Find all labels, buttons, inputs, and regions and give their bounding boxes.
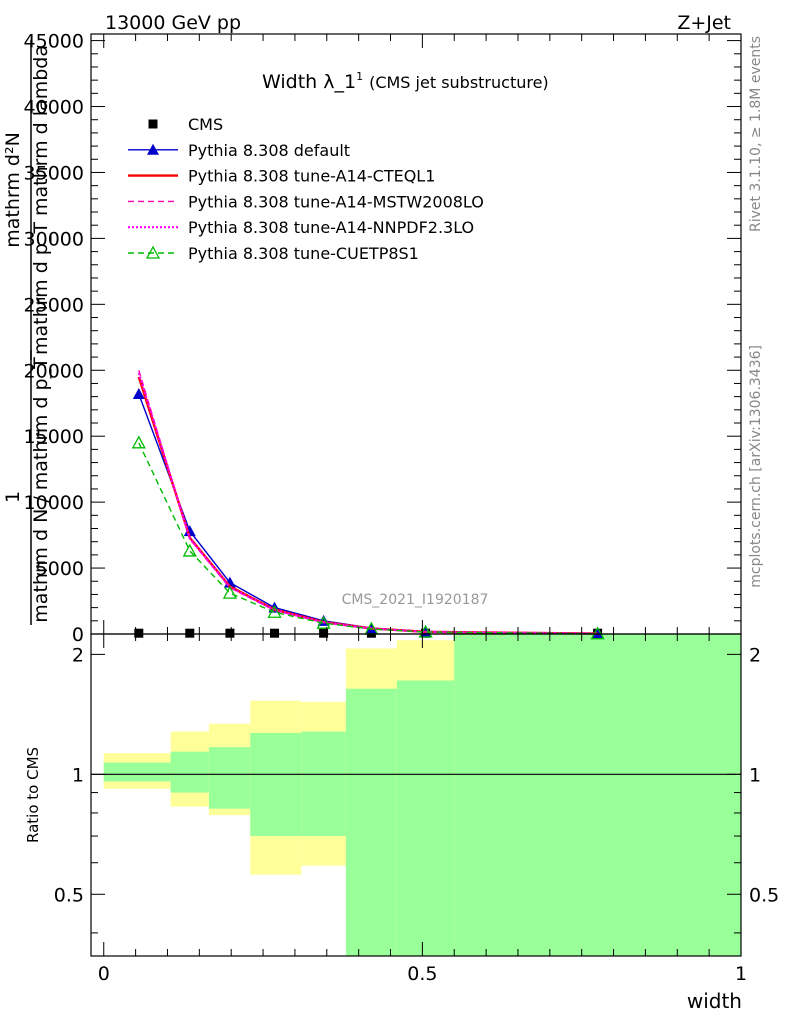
x-tick-label: 0.5 (407, 963, 437, 985)
data-point-cuetp (131, 435, 146, 449)
data-point-default (183, 525, 196, 537)
legend-label-default: Pythia 8.308 default (188, 141, 350, 160)
side-text-mcplots: mcplots.cern.ch [arXiv:1306.3436] (748, 345, 764, 588)
watermark: CMS_2021_I1920187 (342, 592, 489, 608)
y-tick-label: 35000 (24, 162, 84, 184)
ratio-tick-label-right: 1 (749, 764, 761, 786)
header-right: Z+Jet (677, 12, 731, 34)
axis-ticks: 0 0.5 1 0 5000 10000 15000 20000 25000 30000 35000… (24, 31, 780, 985)
y-tick-label: 0 (72, 624, 84, 646)
y-tick-label: 20000 (24, 360, 84, 382)
plot-title-sub: (CMS jet substructure) (369, 73, 549, 92)
data-point-cms (270, 628, 280, 638)
series-line-cuetp (138, 442, 598, 635)
ratio-band-inner (301, 731, 346, 837)
y-tick-label: 15000 (24, 426, 84, 448)
ratio-tick-label-right: 0.5 (749, 884, 779, 906)
data-point-cuetp (182, 543, 197, 557)
data-point-cms (366, 628, 376, 638)
data-point-default (591, 627, 604, 639)
ratio-band-inner (250, 732, 302, 837)
y-axis-label-one: 1 (2, 491, 24, 503)
data-point-cms (225, 628, 235, 638)
ratio-band-inner (103, 762, 171, 782)
legend-marker-cms (148, 119, 158, 129)
header-left: 13000 GeV pp (105, 12, 241, 34)
data-point-cms (134, 628, 144, 638)
data-point-cuetp (222, 585, 238, 599)
ratio-band-inner (170, 751, 209, 793)
y-axis-label: mathrm d²N mathrm d p_T mathrm d lambda … (2, 40, 52, 625)
ratio-tick-label-left: 2 (72, 644, 84, 666)
ratio-band-inner (208, 747, 251, 809)
series-line-mstw (138, 370, 598, 635)
y-tick-label: 5000 (36, 558, 84, 580)
y-tick-label: 40000 (24, 97, 84, 119)
legend-label-cuetp: Pythia 8.308 tune-CUETP8S1 (188, 244, 419, 263)
ratio-band-inner (396, 680, 455, 956)
ratio-tick-label-right: 2 (749, 644, 761, 666)
legend: CMS Pythia 8.308 default Pythia 8.308 tune… (128, 115, 484, 263)
y-tick-label: 45000 (24, 31, 84, 53)
plot-title-superscript: 1 (356, 70, 363, 83)
main-series (131, 370, 605, 640)
ratio-tick-label-left: 1 (72, 764, 84, 786)
legend-label-cms: CMS (188, 115, 223, 134)
y-axis-label-top: mathrm d²N (2, 132, 24, 248)
legend-marker-default (147, 143, 159, 155)
y-tick-label: 30000 (24, 228, 84, 250)
data-point-cuetp (267, 604, 282, 618)
plot-title: Width λ_11 (CMS jet substructure) (262, 70, 549, 93)
data-point-cms (319, 628, 329, 638)
y-tick-label: 10000 (24, 492, 84, 514)
ratio-bands (91, 634, 741, 956)
ratio-label: Ratio to CMS (24, 747, 42, 843)
y-tick-label: 25000 (24, 294, 84, 316)
ratio-band-inner (345, 688, 397, 956)
data-point-cuetp (590, 626, 605, 640)
plot-title-main: Width λ_1 (262, 71, 356, 93)
data-point-cms (185, 628, 195, 638)
legend-label-cteql1: Pythia 8.308 tune-A14-CTEQL1 (188, 167, 435, 186)
x-axis-label: width (687, 989, 742, 1013)
ratio-band-inner (454, 634, 741, 956)
data-point-cuetp (316, 615, 331, 629)
x-tick-label: 1 (735, 963, 747, 985)
y-axis-label-bottom: mathrm d N / mathrm d p_T (30, 357, 52, 623)
x-tick-label: 0 (98, 963, 110, 985)
legend-label-nnpdf: Pythia 8.308 tune-A14-NNPDF2.3LO (188, 218, 474, 237)
ratio-plot-frame (90, 633, 742, 957)
legend-label-mstw: Pythia 8.308 tune-A14-MSTW2008LO (188, 192, 484, 211)
data-point-default (132, 388, 145, 399)
legend-marker-cuetp (145, 245, 161, 259)
y-axis-label-top-denominator: mathrm d p_T mathrm d lambda (30, 45, 52, 355)
side-text-rivet: Rivet 3.1.10, ≥ 1.8M events (748, 36, 764, 232)
plot-frames (90, 33, 742, 957)
ratio-tick-label-left: 0.5 (54, 884, 84, 906)
